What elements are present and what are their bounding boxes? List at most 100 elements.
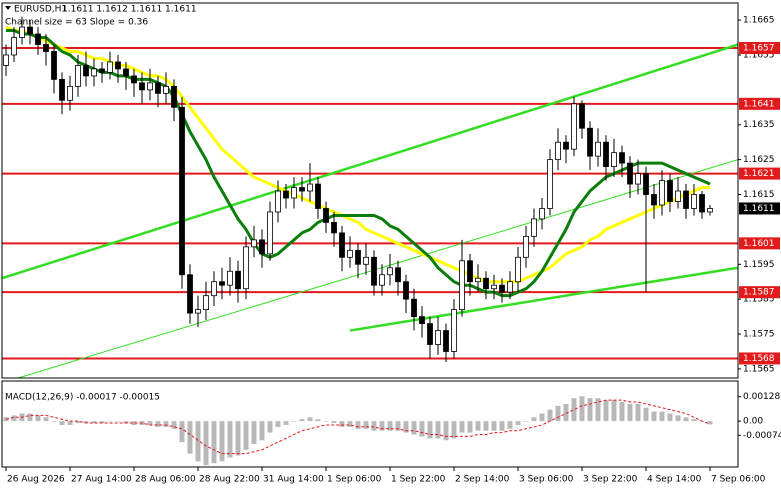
macd-bar	[611, 400, 617, 422]
candle-body	[395, 267, 401, 283]
level-label-box	[739, 97, 780, 110]
candle-body	[403, 281, 409, 300]
macd-bar	[323, 421, 329, 422]
candle-body	[691, 194, 697, 209]
candle-body	[379, 274, 385, 286]
macd-bar	[59, 421, 65, 425]
macd-bar	[355, 421, 361, 429]
candle-body	[355, 249, 361, 265]
x-tick-label: 26 Aug 2026	[7, 475, 65, 485]
macd-bar	[307, 417, 313, 422]
macd-bar	[587, 398, 593, 422]
candle-body	[427, 323, 433, 345]
candle-body	[699, 194, 705, 213]
candle-body	[139, 82, 145, 91]
candle-body	[11, 37, 17, 56]
y-tick-label: 1.1585	[743, 295, 775, 305]
level-label-box	[739, 237, 780, 250]
candle-body	[131, 75, 137, 84]
candle-body	[475, 277, 481, 283]
macd-bar	[83, 421, 89, 424]
x-tick-label: 2 Sep 14:00	[455, 475, 510, 485]
candle-body	[667, 180, 673, 202]
candle-body	[411, 298, 417, 318]
macd-bar	[195, 421, 201, 462]
macd-bar	[107, 421, 113, 422]
macd-bar	[523, 421, 529, 422]
macd-bar	[675, 415, 681, 422]
candle-body	[627, 162, 633, 185]
macd-bar	[235, 421, 241, 456]
candle-body	[275, 190, 281, 213]
level-label: 1.1621	[743, 169, 775, 179]
macd-bar	[635, 403, 641, 422]
candle-body	[307, 183, 313, 192]
macd-bar	[459, 421, 465, 433]
candle-body	[547, 159, 553, 209]
candle-body	[171, 85, 177, 108]
candle-body	[451, 309, 457, 352]
candle-body	[491, 284, 497, 290]
macd-bar	[643, 407, 649, 422]
level-label: 1.1568	[743, 354, 775, 364]
candle-body	[163, 85, 169, 94]
x-tick-label: 31 Aug 14:00	[263, 475, 324, 485]
x-tick-label: 7 Sep 06:00	[711, 475, 766, 485]
macd-bar	[115, 421, 121, 422]
macd-bar	[499, 421, 505, 431]
macd-bar	[91, 421, 97, 424]
y-tick-label: 0.00128	[743, 392, 780, 402]
macd-bar	[147, 421, 153, 425]
candle-body	[603, 141, 609, 168]
candle-body	[363, 256, 369, 265]
x-tick-label: 28 Aug 22:00	[199, 475, 260, 485]
macd-bar	[563, 403, 569, 422]
level-label-box	[739, 42, 780, 54]
channel-line	[16, 159, 738, 378]
candle-body	[579, 103, 585, 129]
macd-bar	[259, 421, 265, 441]
y-tick-label: 1.1595	[743, 260, 775, 270]
candle-body	[259, 239, 265, 255]
candle-body	[219, 281, 225, 286]
macd-bar	[411, 421, 417, 435]
candle-body	[19, 26, 25, 38]
candle-body	[315, 183, 321, 209]
axes: 1.1665 1.1655 1.1635 1.1625 1.1615 1.1595 1.15…	[5, 16, 781, 485]
candle-body	[683, 190, 689, 209]
candle-body	[651, 194, 657, 206]
level-label: 1.1641	[743, 99, 775, 109]
macd-bar	[123, 421, 129, 424]
macd-bar	[155, 421, 161, 427]
candle-body	[619, 152, 625, 164]
macd-bar	[651, 411, 657, 422]
y-tick-label: 1.1655	[743, 50, 775, 60]
candle-body	[227, 270, 233, 286]
macd-bar	[131, 421, 137, 425]
candle-body	[195, 309, 201, 314]
macd-bar	[275, 421, 281, 427]
candle-body	[99, 68, 105, 73]
price-panel	[2, 16, 738, 378]
candle-body	[467, 260, 473, 283]
macd-bar	[243, 421, 249, 450]
macd-bar	[627, 403, 633, 422]
level-label: 1.1657	[743, 44, 775, 54]
x-tick-label: 3 Sep 06:00	[519, 475, 574, 485]
candle-body	[267, 211, 273, 255]
macd-bar	[515, 421, 521, 425]
macd-bar	[179, 421, 185, 443]
candle-body	[515, 256, 521, 283]
candle-body	[659, 180, 665, 206]
channel-line	[2, 43, 738, 280]
macd-bar	[571, 398, 577, 422]
macd-bar	[27, 413, 33, 422]
macd-bar	[299, 419, 305, 422]
candle-body	[203, 295, 209, 311]
macd-bar	[43, 417, 49, 422]
y-tick-label: -0.00074	[743, 431, 781, 441]
candle-body	[251, 239, 257, 248]
macd-bar	[219, 421, 225, 462]
macd-bar	[227, 421, 233, 458]
